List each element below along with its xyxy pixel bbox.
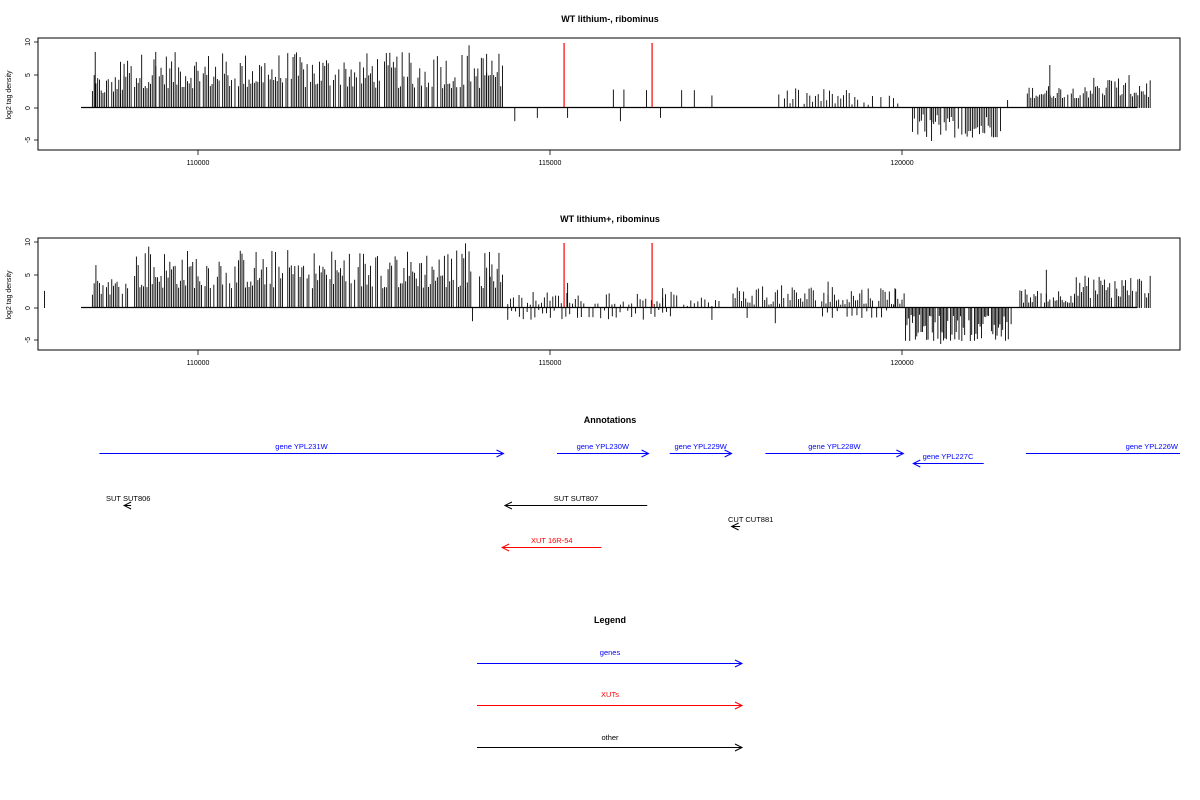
panel-1-frame xyxy=(37,37,1181,151)
annotation-label: gene YPL228W xyxy=(808,442,861,451)
annotation-label: SUT SUT806 xyxy=(106,494,150,503)
annotation-arrowhead xyxy=(641,449,650,458)
annotation-arrowhead xyxy=(730,522,739,531)
panel-1-ytick-label: 5 xyxy=(25,73,32,77)
annotation-label: gene YPL229W xyxy=(674,442,727,451)
legend-label-other: other xyxy=(601,733,619,742)
annotation-label: SUT SUT807 xyxy=(554,494,598,503)
legend-arrowhead-other xyxy=(734,743,744,752)
panel-1-xtick-label: 120000 xyxy=(890,160,913,167)
panel-1-ytick-label: 0 xyxy=(25,106,32,110)
panel-1-markers xyxy=(563,43,653,107)
annotation-arrows: gene YPL231W gene YPL230W gene YPL229W gene… xyxy=(99,442,1180,552)
annotation-label: gene YPL227C xyxy=(923,452,974,461)
legend-arrowhead-xuts xyxy=(734,701,744,710)
annotation-arrowhead xyxy=(122,501,132,510)
panel-2-xtick-label: 120000 xyxy=(890,360,913,367)
annotation-arrowhead xyxy=(501,543,510,552)
annotation-label: gene YPL230W xyxy=(577,442,630,451)
panel-2-ytick-label: 5 xyxy=(25,273,32,277)
panel-1: WT lithium-, ribominus 10 5 0 -5 log2 ta… xyxy=(6,14,1181,167)
annotation-arrowhead xyxy=(896,449,905,458)
legend-label-xuts: XUTs xyxy=(601,690,619,699)
panel-2-y-label: log2 tag density xyxy=(6,270,13,320)
legend-arrowhead-genes xyxy=(734,659,744,668)
panel-2-markers xyxy=(563,243,653,307)
panel-1-ytick-label: -5 xyxy=(25,137,32,143)
panel-2: WT lithium+, ribominus 10 5 0 -5 log2 ta… xyxy=(6,214,1181,367)
panel-2-ytick-label: 0 xyxy=(25,306,32,310)
panel-2-ytick-label: 10 xyxy=(25,238,32,246)
annotation-arrowhead xyxy=(496,449,505,458)
panel-2-title: WT lithium+, ribominus xyxy=(560,214,660,224)
panel-1-ytick-label: 10 xyxy=(25,38,32,46)
annotation-arrowhead xyxy=(724,449,733,458)
panel-1-y-label: log2 tag density xyxy=(6,70,13,120)
legend-panel: Legend genes XUTs other xyxy=(477,615,744,752)
legend-label-genes: genes xyxy=(600,648,621,657)
panel-1-xtick-label: 110000 xyxy=(187,160,210,167)
annotation-label: gene YPL226W xyxy=(1126,442,1179,451)
panel-1-xtick-label: 115000 xyxy=(539,160,562,167)
panel-2-xtick-label: 110000 xyxy=(187,360,210,367)
annotations-title: Annotations xyxy=(584,415,637,425)
annotation-arrowhead xyxy=(912,459,921,468)
annotation-label: CUT CUT881 xyxy=(728,515,773,524)
panel-1-bars xyxy=(91,45,1151,141)
annotation-label: gene YPL231W xyxy=(275,442,328,451)
annotation-label: XUT 16R-54 xyxy=(531,536,573,545)
panel-2-ytick-label: -5 xyxy=(25,337,32,343)
legend-title: Legend xyxy=(594,615,626,625)
panel-2-xtick-label: 115000 xyxy=(539,360,562,367)
annotation-arrowhead xyxy=(503,501,513,510)
panel-2-bars xyxy=(44,243,1151,344)
annotations-panel: Annotations gene YPL231W gene YPL230W gene… xyxy=(99,415,1180,552)
panel-1-title: WT lithium-, ribominus xyxy=(561,14,659,24)
